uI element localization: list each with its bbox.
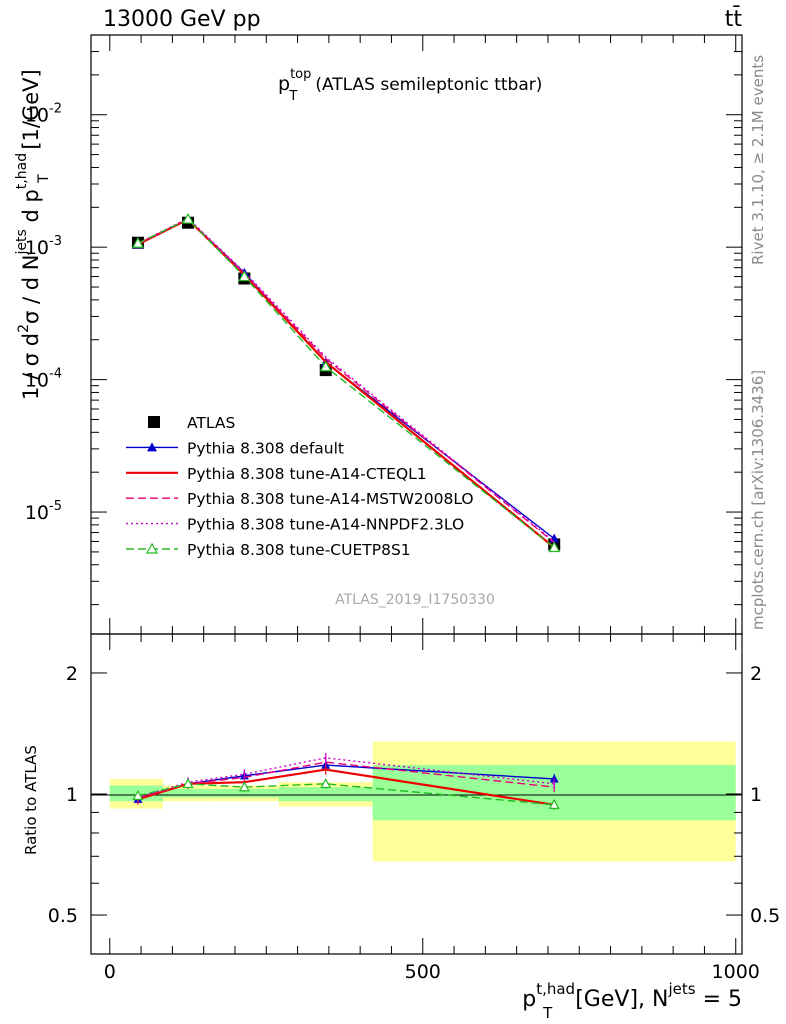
xlabel-e: jets [667,980,695,998]
marker-point [238,270,251,282]
x-tick-label: 0 [104,961,116,983]
legend: ATLAS Pythia 8.308 default Pythia 8.308 tu… [126,414,474,559]
ratio-marker [182,778,194,789]
ratio-marker [238,781,250,792]
ratio-axis-ticks: 0.5 0.5 1 1 2 2 0 500 1000 [48,634,780,983]
legend-label: Pythia 8.308 default [187,439,344,457]
ratio-marker [548,799,560,810]
ylabel-e: d p [19,189,43,229]
main-panel: 10-2 10-3 10-4 10-5 ptop T (ATLAS semileptoni… [14,34,743,635]
marker-point [131,237,144,248]
legend-label: Pythia 8.308 tune-CUETP8S1 [187,541,411,559]
band-inner [213,788,279,798]
y-tick-label: 10-3 [25,234,62,259]
main-y-axis-label: 1 / σ d2σ / d Njets d pt,had T [1/GeV] [14,69,52,400]
ylabel-d: jets [14,229,30,255]
band-inner [162,788,214,798]
title-top: top [290,67,311,82]
xlabel-b: t,had [536,980,575,998]
legend-label: Pythia 8.308 tune-A14-MSTW2008LO [187,490,474,508]
legend-marker [145,542,159,554]
title-p: p [278,73,290,95]
marker-point [182,212,195,224]
x-tick-label: 1000 [712,961,760,983]
ylabel-c: σ / d N [19,255,43,324]
ratio-y-tick-label-right: 1 [750,784,762,806]
xlabel-d: [GeV], N [568,987,668,1012]
ylabel-h: [1/GeV] [19,69,43,156]
legend-label: Pythia 8.308 tune-A14-NNPDF2.3LO [187,516,464,534]
ylabel-f: t,had [14,153,30,189]
main-series-layer [131,212,561,553]
ratio-y-tick-label-right: 0.5 [750,905,780,927]
legend-marker [148,416,160,428]
marker-point [319,360,332,372]
ratio-y-axis-label: Ratio to ATLAS [22,745,40,855]
y-tick-label: 10-5 [25,499,62,524]
ratio-panel: 0.5 0.5 1 1 2 2 0 500 1000 Ratio to ATLAS pt,had… [22,633,780,1022]
process-label: tt̄ [725,6,743,32]
legend-marker [147,442,157,452]
title-sub: T [288,89,297,104]
ratio-marker [132,790,144,800]
ratio-x-axis-label: pt,had T [GeV], Njets = 5 [522,980,742,1022]
x-tick-label: 500 [405,961,441,983]
ratio-marker [549,774,559,783]
mcplots-reference: mcplots.cern.ch [arXiv:1306.3436] [749,370,767,630]
xlabel-c: T [542,1004,553,1022]
legend-label: Pythia 8.308 tune-A14-CTEQL1 [187,465,427,483]
ratio-series-layer [132,752,560,810]
ratio-y-tick-label-right: 2 [750,663,762,685]
title-tail: (ATLAS semileptonic ttbar) [315,75,542,95]
marker-point [548,541,561,553]
y-tick-label: 10-4 [25,367,62,392]
ylabel-b: 2 [16,324,32,333]
main-axis-ticks: 10-2 10-3 10-4 10-5 [25,34,742,634]
ylabel-a: 1 / σ d [19,333,43,400]
rivet-version: Rivet 3.1.10, ≥ 2.1M events [749,55,767,265]
ratio-y-tick-label: 2 [66,663,78,685]
ratio-uncertainty-bands [109,741,736,862]
ratio-y-tick-label: 0.5 [48,905,78,927]
ratio-marker [320,778,332,789]
legend-label: ATLAS [187,414,235,432]
collision-label: 13000 GeV pp [103,7,261,32]
main-title: ptop T (ATLAS semileptonic ttbar) [278,67,542,104]
ratio-series-line [137,783,555,806]
analysis-reference: ATLAS_2019_I1750330 [335,592,495,608]
y-tick-label: 10-2 [25,102,62,127]
band-inner [278,787,373,802]
xlabel-a: p [522,987,536,1012]
xlabel-f: = 5 [696,987,742,1012]
ylabel-g: T [36,174,52,184]
ratio-y-tick-label: 1 [66,784,78,806]
